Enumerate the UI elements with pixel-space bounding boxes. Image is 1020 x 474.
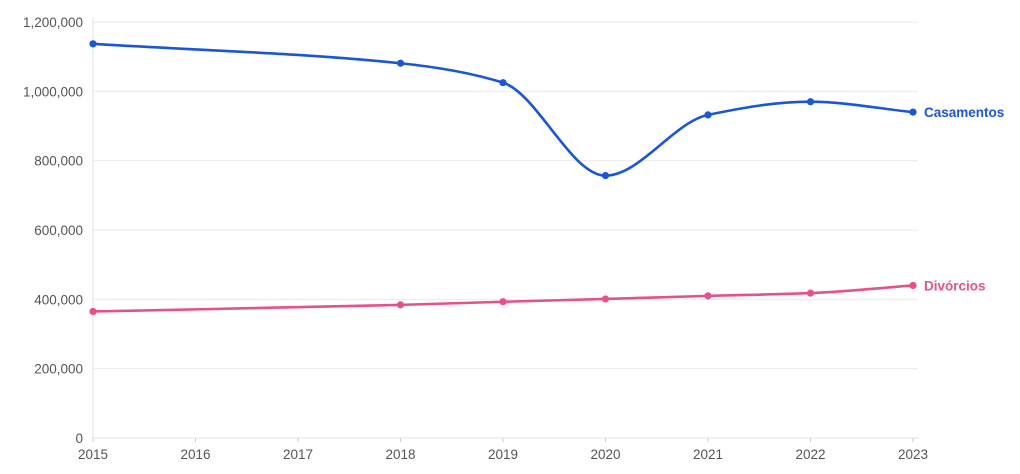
y-tick-label: 200,000 [34,362,83,377]
data-point-casamentos [806,98,815,106]
y-tick-label: 1,000,000 [23,84,83,99]
series-label-casamentos: Casamentos [924,105,1004,120]
data-point-divorcios [601,295,610,303]
data-point-casamentos [396,59,405,67]
data-point-divorcios [909,281,917,290]
data-point-divorcios [499,298,507,306]
x-tick-label: 2017 [283,447,313,462]
data-point-divorcios [704,292,712,300]
series-group: Casamentos Divórcios [89,40,1004,316]
y-axis: 0 200,000 400,000 600,000 800,000 1,000,000 1,… [23,15,94,446]
y-tick-label: 800,000 [34,154,83,169]
y-tick-label: 600,000 [34,223,83,238]
y-tick-label: 400,000 [34,292,83,307]
data-point-divorcios [396,301,405,309]
y-tick-label: 0 [75,431,83,446]
x-tick-label: 2020 [590,447,620,462]
data-point-casamentos [704,111,712,119]
x-tick-label: 2023 [898,447,928,462]
x-tick-label: 2022 [795,447,825,462]
x-tick-label: 2018 [385,447,415,462]
series-line-casamentos [91,42,915,177]
x-tick-label: 2016 [180,447,210,462]
data-point-divorcios [806,289,815,297]
data-point-divorcios [89,307,97,316]
x-tick-label: 2021 [693,447,723,462]
x-axis: 2015 2016 2017 2018 2019 2020 2021 2022 2023 [78,437,928,462]
data-point-casamentos [909,108,917,116]
data-point-casamentos [601,171,610,180]
gridlines [93,21,918,370]
data-point-casamentos [89,40,97,48]
x-tick-label: 2015 [78,447,108,462]
data-point-casamentos [499,79,507,87]
x-tick-label: 2019 [488,447,518,462]
series-label-divorcios: Divórcios [924,278,986,293]
y-tick-label: 1,200,000 [23,15,83,30]
